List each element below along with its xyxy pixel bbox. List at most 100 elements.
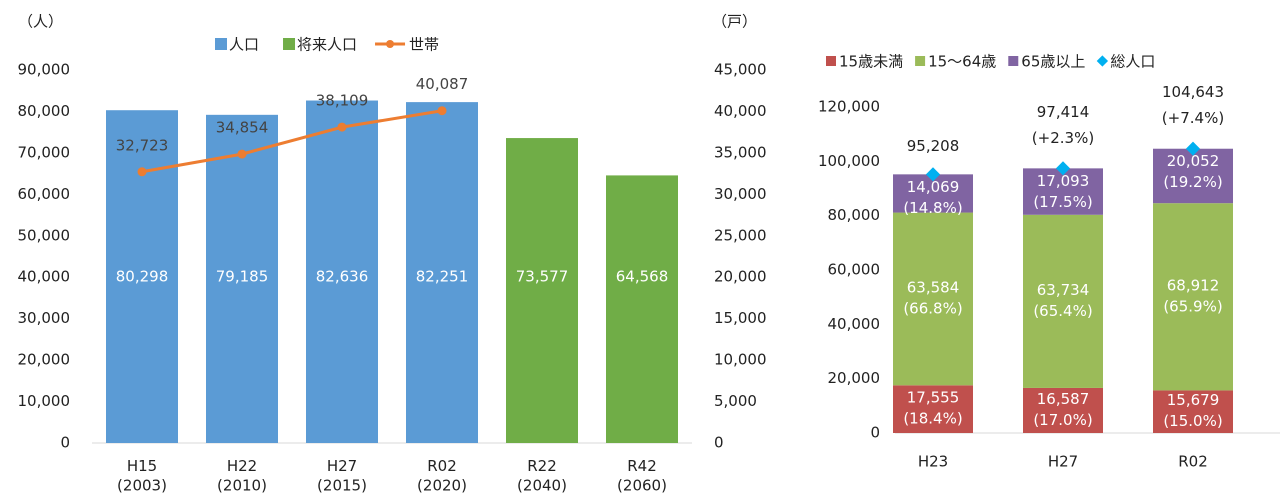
- y2-tick-label: 45,000: [714, 61, 767, 79]
- data-label: 17,555: [907, 389, 960, 407]
- data-label: (17.0%): [1033, 411, 1092, 429]
- legend-swatch: [826, 56, 836, 66]
- data-label: (66.8%): [903, 299, 962, 317]
- x-tick-label: H23: [918, 453, 948, 471]
- data-label: 104,643: [1162, 83, 1224, 101]
- y2-axis-label: （戸）: [712, 13, 757, 31]
- y-tick-label: 0: [870, 424, 880, 442]
- data-label: 16,587: [1037, 390, 1090, 408]
- bar-segment: [1153, 390, 1233, 433]
- y2-tick-label: 10,000: [714, 351, 767, 369]
- data-label: 17,093: [1037, 172, 1090, 190]
- y-tick-label: 0: [60, 434, 70, 452]
- y-tick-label: 80,000: [828, 206, 881, 224]
- x-tick-label: H27: [1048, 453, 1078, 471]
- bar: [106, 110, 178, 443]
- line-point: [337, 122, 347, 132]
- line-point: [237, 149, 247, 159]
- legend-label: 世帯: [409, 36, 439, 54]
- total-marker: [1055, 161, 1071, 176]
- legend-label: 総人口: [1110, 53, 1155, 71]
- data-label: 82,636: [316, 268, 369, 286]
- data-label: (+7.4%): [1162, 109, 1224, 127]
- data-label: 79,185: [216, 268, 269, 286]
- legend-label: 15～64歳: [928, 53, 996, 71]
- bar: [206, 114, 278, 443]
- data-label: (+2.3%): [1032, 129, 1094, 147]
- y-tick-label: 10,000: [18, 392, 71, 410]
- data-label: 73,577: [516, 268, 569, 286]
- x-tick-label: R02 (2020): [417, 457, 467, 495]
- data-label: 14,069: [907, 178, 960, 196]
- bar: [306, 100, 378, 444]
- data-label: 38,109: [316, 92, 369, 110]
- y2-tick-label: 35,000: [714, 143, 767, 161]
- y2-tick-label: 5,000: [714, 392, 757, 410]
- x-tick-label: H15 (2003): [117, 457, 167, 495]
- line-point: [137, 167, 147, 177]
- data-label: 15,679: [1167, 391, 1220, 409]
- y2-tick-label: 20,000: [714, 268, 767, 286]
- legend-label: 人口: [229, 36, 259, 54]
- x-tick-label: R22 (2040): [517, 457, 567, 495]
- bar-segment: [1023, 214, 1103, 388]
- data-label: 95,208: [907, 137, 960, 155]
- legend-swatch: [283, 38, 296, 50]
- data-label: (17.5%): [1033, 193, 1092, 211]
- data-label: (65.4%): [1033, 302, 1092, 320]
- data-label: 80,298: [116, 268, 169, 286]
- x-tick-label: H22 (2010): [217, 457, 267, 495]
- x-tick-label: R42 (2060): [617, 457, 667, 495]
- bar: [406, 102, 478, 444]
- data-label: 63,734: [1037, 281, 1090, 299]
- bar-segment: [893, 385, 973, 433]
- data-label: (14.8%): [903, 199, 962, 217]
- y2-tick-label: 25,000: [714, 226, 767, 244]
- total-marker: [1185, 141, 1201, 156]
- data-label: (19.2%): [1163, 173, 1222, 191]
- legend-swatch: [386, 40, 395, 48]
- legend-swatch: [1096, 55, 1109, 67]
- data-label: 63,584: [907, 278, 960, 296]
- data-label: (15.0%): [1163, 412, 1222, 430]
- x-tick-label: R02: [1178, 453, 1208, 471]
- y-tick-label: 20,000: [18, 351, 71, 369]
- y-tick-label: 90,000: [18, 61, 71, 79]
- legend-swatch: [215, 38, 227, 50]
- bar-segment: [1153, 148, 1233, 204]
- data-label: 97,414: [1037, 103, 1090, 121]
- line-point: [437, 106, 447, 116]
- line: [141, 109, 443, 174]
- bar: [606, 175, 678, 444]
- y2-tick-label: 0: [714, 434, 724, 452]
- y-tick-label: 30,000: [18, 309, 71, 327]
- y-tick-label: 60,000: [18, 185, 71, 203]
- legend-label: 65歳以上: [1021, 53, 1085, 71]
- y2-tick-label: 15,000: [714, 309, 767, 327]
- data-label: 64,568: [616, 268, 669, 286]
- x-tick-label: H27 (2015): [317, 457, 367, 495]
- data-label: 32,723: [116, 136, 169, 154]
- y-tick-label: 70,000: [18, 143, 71, 161]
- data-label: (65.9%): [1163, 297, 1222, 315]
- data-label: 20,052: [1167, 152, 1220, 170]
- data-label: 40,087: [416, 75, 469, 93]
- y-tick-label: 120,000: [818, 98, 880, 116]
- data-label: 34,854: [216, 119, 269, 137]
- y-axis-label: （人）: [18, 13, 63, 31]
- legend-label: 15歳未満: [839, 53, 903, 71]
- y-tick-label: 100,000: [818, 152, 880, 170]
- y-tick-label: 60,000: [828, 261, 881, 279]
- bar-segment: [1023, 387, 1103, 433]
- y-tick-label: 80,000: [18, 102, 71, 120]
- data-label: 82,251: [416, 268, 469, 286]
- data-label: (18.4%): [903, 410, 962, 428]
- bar-segment: [893, 212, 973, 386]
- y-tick-label: 40,000: [18, 268, 71, 286]
- y2-tick-label: 30,000: [714, 185, 767, 203]
- bar-segment: [1153, 203, 1233, 391]
- y-tick-label: 20,000: [828, 369, 881, 387]
- y2-tick-label: 40,000: [714, 102, 767, 120]
- legend-swatch: [915, 56, 926, 66]
